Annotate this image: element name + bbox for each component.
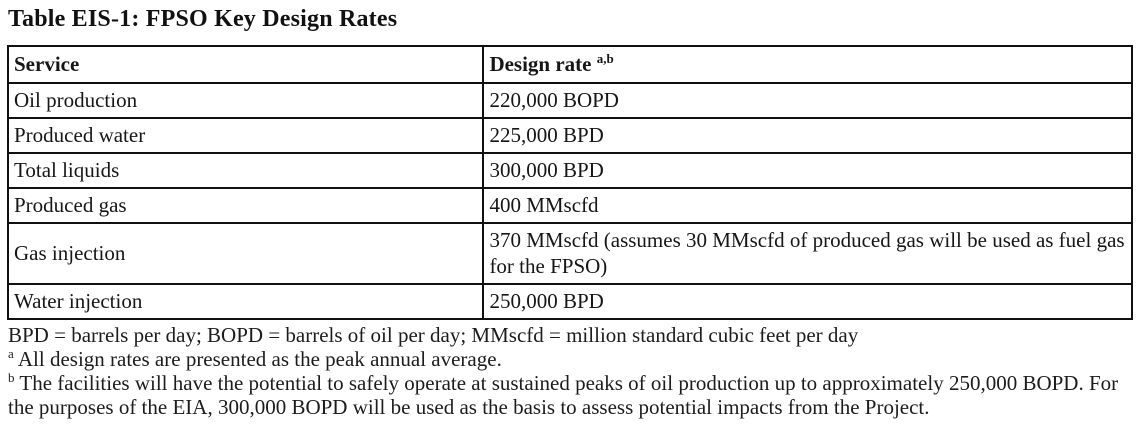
service-cell: Produced gas [6, 187, 485, 224]
footnote-a: a All design rates are presented as the … [8, 347, 1136, 371]
table-header-row: Service Design rate a,b [6, 45, 1133, 84]
header-design-rate-label: Design rate [489, 52, 592, 76]
rate-cell: 370 MMscfd (assumes 30 MMscfd of produce… [482, 222, 1133, 285]
table-row: Produced water 225,000 BPD [6, 117, 1133, 154]
service-cell: Gas injection [6, 222, 485, 285]
rate-cell: 250,000 BPD [482, 283, 1133, 320]
table-row: Total liquids 300,000 BPD [6, 152, 1133, 189]
footnote-b: b The facilities will have the potential… [8, 371, 1136, 419]
service-cell: Total liquids [6, 152, 485, 189]
header-cell-service: Service [6, 45, 485, 84]
table-row: Produced gas 400 MMscfd [6, 187, 1133, 224]
design-rates-table: Service Design rate a,b Oil production 2… [6, 45, 1133, 320]
rate-cell: 400 MMscfd [482, 187, 1133, 224]
footnote-a-text: All design rates are presented as the pe… [17, 347, 502, 371]
table-row: Water injection 250,000 BPD [6, 283, 1133, 320]
rate-cell: 220,000 BOPD [482, 82, 1133, 119]
rate-cell: 225,000 BPD [482, 117, 1133, 154]
table-title: Table EIS-1: FPSO Key Design Rates [8, 6, 398, 32]
footnote-a-marker: a [8, 346, 14, 361]
footnote-abbreviations: BPD = barrels per day; BOPD = barrels of… [8, 323, 859, 347]
table-row: Gas injection 370 MMscfd (assumes 30 MMs… [6, 222, 1133, 285]
service-cell: Water injection [6, 283, 485, 320]
service-cell: Produced water [6, 117, 485, 154]
rate-cell: 300,000 BPD [482, 152, 1133, 189]
footnote-b-text: The facilities will have the potential t… [8, 371, 1119, 419]
table-row: Oil production 220,000 BOPD [6, 82, 1133, 119]
footnote-b-marker: b [8, 370, 15, 385]
service-cell: Oil production [6, 82, 485, 119]
header-cell-design-rate: Design rate a,b [482, 45, 1133, 84]
header-design-rate-footnote-marker: a,b [596, 51, 614, 66]
footnotes-section: BPD = barrels per day; BOPD = barrels of… [8, 323, 1136, 419]
